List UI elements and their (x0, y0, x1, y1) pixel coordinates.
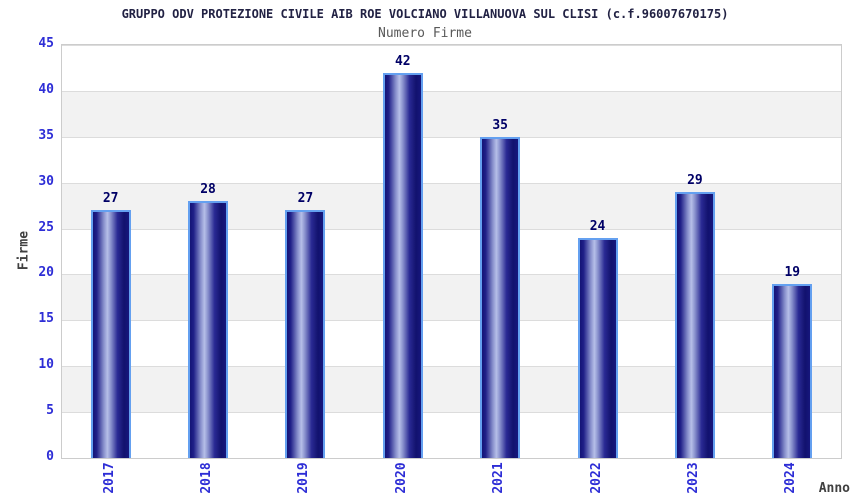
y-tick-label: 40 (38, 81, 54, 97)
gridline (62, 45, 841, 46)
bar-2020 (382, 72, 423, 458)
bar-value-label: 29 (687, 172, 703, 188)
y-tick-label: 30 (38, 173, 54, 189)
y-tick-label: 0 (46, 449, 54, 464)
bar-value-label: 42 (394, 53, 411, 69)
x-tick-label: 2019 (296, 462, 312, 494)
x-axis-title: Anno (818, 481, 850, 496)
plot-band (62, 412, 841, 458)
chart-title: GRUPPO ODV PROTEZIONE CIVILE AIB ROE VOL… (121, 7, 729, 21)
y-tick-label: 35 (38, 127, 54, 143)
gridline (62, 320, 841, 322)
y-tick-label: 25 (38, 219, 54, 235)
bar-2019 (285, 210, 326, 458)
y-tick-label: 10 (38, 357, 54, 373)
plot-band (62, 136, 841, 183)
gridline (62, 90, 841, 92)
bar-value-label: 35 (492, 117, 509, 133)
gridline (62, 274, 841, 276)
chart-subtitle: Numero Firme (378, 26, 472, 41)
bar-2018 (188, 201, 229, 458)
x-tick-label: 2022 (588, 462, 604, 494)
gridline (62, 136, 841, 138)
plot-band (62, 320, 841, 367)
gridline (62, 366, 841, 368)
plot-area: 27 28 27 42 35 24 29 19 (61, 44, 842, 459)
gridline (62, 182, 841, 184)
x-tick-label: 2020 (393, 462, 409, 494)
bar-2021 (480, 136, 521, 458)
plot-band (62, 274, 841, 321)
y-tick-label: 5 (46, 403, 54, 419)
y-tick-label: 45 (38, 36, 54, 51)
x-tick-label: 2021 (491, 462, 507, 494)
plot-band (62, 366, 841, 413)
gridline (62, 228, 841, 230)
gridline (62, 412, 841, 414)
x-tick-label: 2018 (199, 462, 215, 494)
x-tick-label: 2023 (685, 462, 701, 494)
bar-2017 (90, 210, 131, 458)
bar-2022 (577, 237, 618, 458)
bar-value-label: 27 (297, 191, 314, 207)
bar-value-label: 24 (589, 218, 606, 234)
y-axis-title: Firme (16, 230, 32, 271)
bar-2023 (674, 191, 715, 458)
y-tick-label: 20 (38, 265, 54, 281)
plot-band (62, 228, 841, 275)
y-tick-label: 15 (38, 311, 54, 327)
bar-value-label: 27 (102, 191, 119, 207)
plot-band (62, 182, 841, 229)
plot-band (62, 45, 841, 91)
bar-2024 (772, 283, 813, 458)
bar-value-label: 19 (784, 264, 801, 280)
x-tick-label: 2024 (783, 462, 799, 494)
plot-band (62, 90, 841, 137)
x-tick-label: 2017 (101, 462, 117, 494)
bar-value-label: 28 (200, 182, 216, 198)
